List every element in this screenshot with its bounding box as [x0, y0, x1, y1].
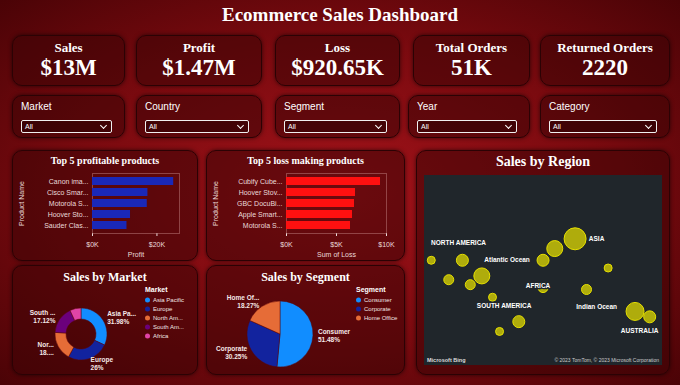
svg-text:AUSTRALIA: AUSTRALIA: [621, 327, 659, 334]
svg-text:Asia Pa...31.98%: Asia Pa...31.98%: [107, 310, 136, 325]
svg-text:Motorola S...: Motorola S...: [49, 200, 89, 207]
html-text:Segment: Segment: [284, 101, 324, 112]
svg-text:Indian Ocean: Indian Ocean: [576, 303, 617, 310]
svg-text:Product Name: Product Name: [212, 181, 219, 226]
svg-text:South Am...: South Am...: [153, 324, 184, 330]
svg-text:GBC DocuBi...: GBC DocuBi...: [237, 200, 283, 207]
html-text:$13M: $13M: [40, 55, 97, 80]
html-text:Profit: Profit: [182, 40, 216, 55]
svg-text:SOUTH AMERICA: SOUTH AMERICA: [477, 302, 532, 309]
svg-text:Product Name: Product Name: [18, 181, 25, 226]
svg-text:Canon ima...: Canon ima...: [49, 178, 89, 185]
html-text:Category: Category: [549, 101, 590, 112]
html-text:© 2023 TomTom, © 2023 Microsof: © 2023 TomTom, © 2023 Microsoft Corporat…: [554, 357, 659, 363]
svg-text:Apple Smart...: Apple Smart...: [238, 211, 282, 219]
html-text:Sales: Sales: [54, 40, 83, 55]
svg-text:$10K: $10K: [378, 241, 395, 248]
svg-text:Corporate: Corporate: [364, 306, 391, 312]
svg-text:ASIA: ASIA: [589, 235, 605, 242]
html-text:Total Orders: Total Orders: [435, 40, 508, 55]
html-text:$920.65K: $920.65K: [291, 55, 384, 80]
svg-text:South ...17.12%: South ...17.12%: [30, 309, 56, 324]
svg-text:Cisco Smar...: Cisco Smar...: [47, 189, 89, 196]
svg-text:Sum of Loss: Sum of Loss: [317, 251, 356, 258]
svg-text:Atlantic Ocean: Atlantic Ocean: [484, 256, 530, 263]
svg-text:Corporate30.25%: Corporate30.25%: [216, 345, 247, 360]
svg-text:Sauder Clas...: Sauder Clas...: [44, 222, 88, 229]
svg-text:Cubify Cube...: Cubify Cube...: [238, 178, 282, 186]
html-text:$1.47M: $1.47M: [162, 55, 236, 80]
html-text:All: All: [149, 123, 157, 130]
svg-text:Europe: Europe: [153, 306, 173, 312]
html-text:Ecommerce Sales Dashboard: Ecommerce Sales Dashboard: [222, 4, 458, 25]
svg-text:North Am...: North Am...: [153, 315, 183, 321]
svg-text:Europe26%: Europe26%: [91, 356, 114, 371]
svg-text:Home Office: Home Office: [364, 315, 398, 321]
svg-text:Hoover Stov...: Hoover Stov...: [239, 189, 283, 196]
svg-text:Nor...18....: Nor...18....: [38, 341, 54, 356]
html-text:Sales by Market: Sales by Market: [63, 270, 147, 284]
html-text:Market: Market: [21, 101, 52, 112]
html-text:Top 5 profitable products: Top 5 profitable products: [50, 155, 160, 166]
html-text:Country: Country: [145, 101, 180, 112]
html-text:All: All: [553, 123, 561, 130]
html-text:Sales by Segment: Sales by Segment: [261, 270, 350, 284]
svg-text:Hoover Sto...: Hoover Sto...: [48, 211, 89, 218]
html-text:Year: Year: [417, 101, 438, 112]
svg-text:Profit: Profit: [128, 251, 144, 258]
html-text:All: All: [421, 123, 429, 130]
html-text:Returned Orders: Returned Orders: [557, 40, 653, 55]
svg-text:$5K: $5K: [330, 241, 343, 248]
html-text:2220: 2220: [582, 55, 628, 80]
svg-text:Consumer51.48%: Consumer51.48%: [318, 328, 351, 343]
svg-text:Segment: Segment: [356, 286, 386, 294]
svg-text:$0K: $0K: [280, 241, 293, 248]
html-text:51K: 51K: [451, 55, 492, 80]
html-text:Loss: Loss: [324, 40, 351, 55]
svg-text:Asia Pacific: Asia Pacific: [153, 297, 184, 303]
html-text:Sales by Region: Sales by Region: [495, 154, 591, 169]
svg-text:Market: Market: [145, 286, 168, 293]
svg-text:Home Of...18.27%: Home Of...18.27%: [227, 294, 260, 309]
svg-text:Consumer: Consumer: [364, 297, 392, 303]
svg-text:NORTH AMERICA: NORTH AMERICA: [431, 239, 486, 246]
html-text:Top 5 loss making products: Top 5 loss making products: [247, 155, 364, 166]
svg-text:Motorola S...: Motorola S...: [243, 222, 283, 229]
svg-text:Africa: Africa: [153, 333, 169, 339]
svg-text:$20K: $20K: [149, 241, 166, 248]
html-text:All: All: [25, 123, 33, 130]
svg-text:$0K: $0K: [86, 241, 99, 248]
html-text:All: All: [288, 123, 296, 130]
svg-text:AFRICA: AFRICA: [526, 282, 551, 289]
html-text:Microsoft Bing: Microsoft Bing: [427, 357, 466, 363]
